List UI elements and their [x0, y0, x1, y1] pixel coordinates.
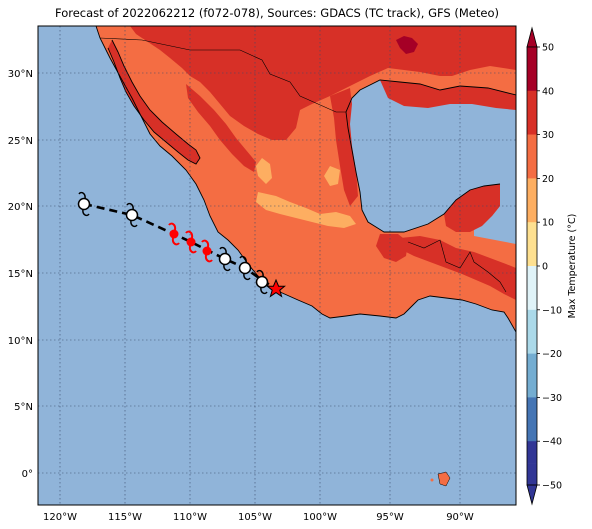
colorbar-band [527, 244, 537, 267]
mild-zone-highlands [256, 192, 356, 228]
hurricane-symbol-white [125, 202, 139, 228]
lat-tick-label: 15°N [8, 269, 33, 280]
colorbar-tick-label: 10 [542, 218, 554, 229]
colorbar-band [527, 156, 537, 179]
lat-tick-label: 0° [22, 469, 33, 480]
colorbar-band [527, 47, 537, 70]
colorbar-tick-label: 20 [542, 174, 554, 185]
border-us-mexico [99, 37, 346, 113]
colorbar-band [527, 419, 537, 442]
lon-tick-label: 110°W [173, 512, 207, 523]
colorbar-tick-label: 0 [542, 262, 548, 273]
colorbar-band [527, 134, 537, 157]
colorbar-extend-top [526, 26, 538, 48]
hot-zone-central-america [400, 236, 516, 300]
colorbar-band [527, 266, 537, 289]
hurricane-symbol-red [185, 230, 197, 254]
colorbar-label: Max Temperature (°C) [567, 214, 578, 319]
colorbar-tick-label: 30 [542, 130, 554, 141]
colorbar-tick-label: −20 [542, 349, 562, 360]
colorbar-band [527, 287, 537, 311]
hot-zone-texas [380, 80, 516, 110]
lat-tick-label: 10°N [8, 336, 33, 347]
colorbar-tick-label: 50 [542, 43, 554, 54]
colorbar-band [527, 441, 537, 464]
extreme-hot-spot [396, 36, 418, 54]
colorbar-band [527, 90, 537, 113]
colorbar-tick-label: −50 [542, 481, 562, 492]
hurricane-symbol-white [218, 246, 232, 272]
colorbar: 50 40 30 20 10 0 −10 −20 −30 −40 −50 Max Temperatu… [526, 26, 578, 506]
map-frame [37, 25, 517, 506]
border-central-america [407, 239, 507, 293]
mild-zone-sierra [256, 158, 272, 184]
hurricane-symbol-white [238, 255, 252, 281]
lon-tick-label: 95°W [376, 512, 404, 523]
hot-zone-yucatan [444, 184, 500, 232]
lon-tick-label: 90°W [446, 512, 474, 523]
mild-zone-east [324, 166, 340, 186]
hurricane-symbol-red [201, 239, 213, 263]
lat-tick-label: 30°N [8, 69, 33, 80]
lat-tick-label: 20°N [8, 202, 33, 213]
colorbar-tick-label: 40 [542, 86, 554, 97]
latitude-axis: 30°N 25°N 20°N 15°N 10°N 5°N 0° [8, 69, 33, 480]
coastline-gulf [345, 79, 516, 233]
hot-zone-chiapas [376, 234, 408, 262]
landmass-baja-california [108, 40, 200, 164]
longitude-axis: 120°W 115°W 110°W 105°W 100°W 95°W 90°W [43, 512, 474, 523]
colorbar-band [527, 375, 537, 398]
island-galapagos-small [430, 478, 434, 482]
lon-tick-label: 115°W [108, 512, 142, 523]
hurricane-symbol-white [255, 269, 269, 295]
lat-tick-label: 5°N [14, 402, 33, 413]
hot-zone-northwest [130, 26, 516, 140]
hurricane-symbol-red [168, 222, 180, 246]
colorbar-extend-bottom [526, 484, 538, 506]
lon-tick-label: 105°W [238, 512, 272, 523]
colorbar-band [527, 331, 537, 354]
current-position-star [266, 278, 286, 298]
coastline-baja [107, 39, 201, 165]
colorbar-tick-label: −40 [542, 437, 562, 448]
hurricane-symbol-white [77, 191, 91, 217]
colorbar-band [527, 353, 537, 376]
hot-zone-gulf-coast [330, 88, 358, 206]
colorbar-band [527, 68, 537, 92]
colorbar-band [527, 309, 537, 332]
map-title: Forecast of 2022062212 (f072-078), Sourc… [55, 6, 499, 20]
colorbar-band [527, 178, 537, 201]
colorbar-band [527, 463, 537, 486]
colorbar-band [527, 112, 537, 135]
colorbar-band [527, 200, 537, 223]
island-galapagos [437, 471, 451, 487]
lat-tick-label: 25°N [8, 136, 33, 147]
colorbar-tick-label: −30 [542, 393, 562, 404]
colorbar-band [527, 397, 537, 420]
lon-tick-label: 100°W [303, 512, 337, 523]
hot-zone-sinaloa [186, 84, 256, 172]
colorbar-tick-label: −10 [542, 305, 562, 316]
colorbar-band [527, 222, 537, 245]
lon-tick-label: 120°W [43, 512, 77, 523]
map-area [38, 26, 516, 505]
